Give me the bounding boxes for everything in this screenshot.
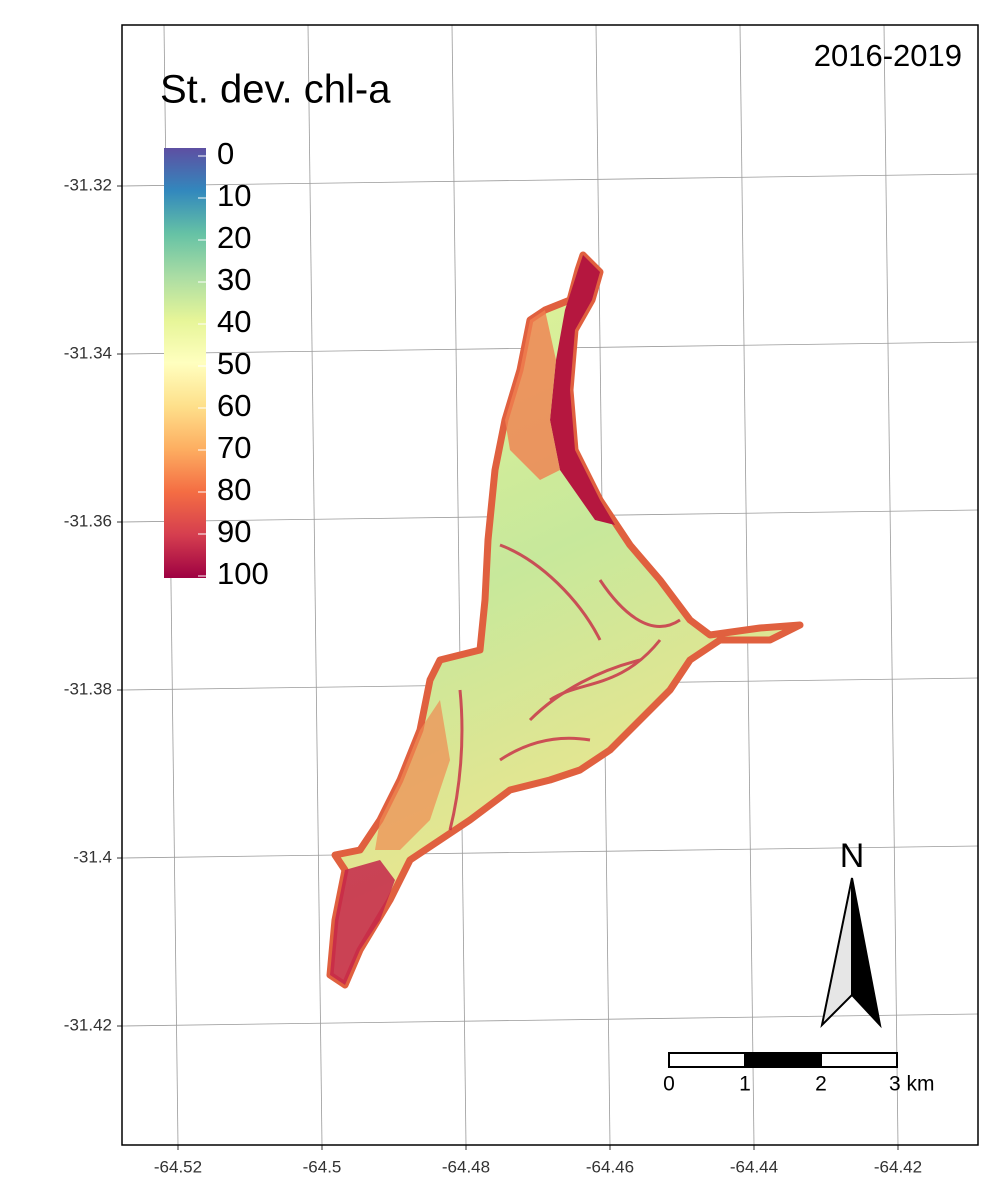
channel xyxy=(448,689,464,831)
legend-label: 20 xyxy=(217,220,251,255)
legend-label: 60 xyxy=(217,388,251,423)
grid-line xyxy=(451,24,467,1146)
y-tick-label: -31.34 xyxy=(64,343,112,362)
scale-label: 0 xyxy=(663,1073,675,1096)
legend-label: 50 xyxy=(217,346,251,381)
grid-line xyxy=(883,24,899,1146)
period-label: 2016-2019 xyxy=(814,38,962,73)
scale-segment xyxy=(668,1052,746,1068)
y-tick-label: -31.42 xyxy=(64,1015,112,1034)
scale-label: 3 km xyxy=(889,1073,935,1096)
west-shore xyxy=(375,700,450,850)
x-tick-label: -64.42 xyxy=(874,1157,922,1176)
scale-segment xyxy=(744,1052,822,1068)
x-tick-label: -64.5 xyxy=(303,1157,342,1176)
y-tick-label: -31.36 xyxy=(64,511,112,530)
scale-label: 2 xyxy=(815,1073,827,1096)
grid-line xyxy=(739,24,755,1146)
south-arm xyxy=(330,860,395,985)
scale-label: 1 xyxy=(739,1073,751,1096)
north-label: N xyxy=(840,837,865,875)
north-arm-edge xyxy=(505,310,560,480)
legend: 0 10 20 30 40 50 60 70 80 90 100 xyxy=(164,136,269,591)
color-bar xyxy=(164,148,206,578)
channels xyxy=(448,543,681,831)
x-tick-label: -64.46 xyxy=(586,1157,634,1176)
legend-label: 70 xyxy=(217,430,251,465)
legend-label: 10 xyxy=(217,178,251,213)
channel xyxy=(499,543,602,641)
plot-frame xyxy=(121,24,979,1146)
grid-line xyxy=(121,173,979,187)
legend-title: St. dev. chl-a xyxy=(160,68,391,112)
x-tick-label: -64.44 xyxy=(730,1157,778,1176)
legend-label: 100 xyxy=(217,556,269,591)
lake-body xyxy=(326,251,804,989)
channel xyxy=(528,658,641,722)
channel xyxy=(598,579,681,628)
arrow-right xyxy=(851,877,882,1029)
y-tick-label: -31.4 xyxy=(73,847,112,866)
legend-label: 0 xyxy=(217,136,234,171)
x-tick-label: -64.52 xyxy=(154,1157,202,1176)
legend-label: 90 xyxy=(217,514,251,549)
channel xyxy=(499,736,591,762)
grid-line xyxy=(121,1013,979,1027)
grid: -64.52 -64.5 -64.48 -64.46 -64.44 -64.42 -31.3… xyxy=(64,24,979,1176)
scale-bar: 0 1 2 3 km xyxy=(663,1052,935,1096)
north-arm xyxy=(550,255,615,525)
legend-label: 40 xyxy=(217,304,251,339)
legend-label: 80 xyxy=(217,472,251,507)
scale-segment xyxy=(820,1052,898,1068)
grid-line xyxy=(121,845,979,859)
y-tick-label: -31.38 xyxy=(64,679,112,698)
lake-raster xyxy=(326,251,804,989)
x-tick-label: -64.48 xyxy=(442,1157,490,1176)
legend-label: 30 xyxy=(217,262,251,297)
channel xyxy=(549,639,662,702)
y-tick-label: -31.32 xyxy=(64,175,112,194)
grid-line xyxy=(307,24,323,1146)
north-arrow: N xyxy=(820,837,882,1029)
